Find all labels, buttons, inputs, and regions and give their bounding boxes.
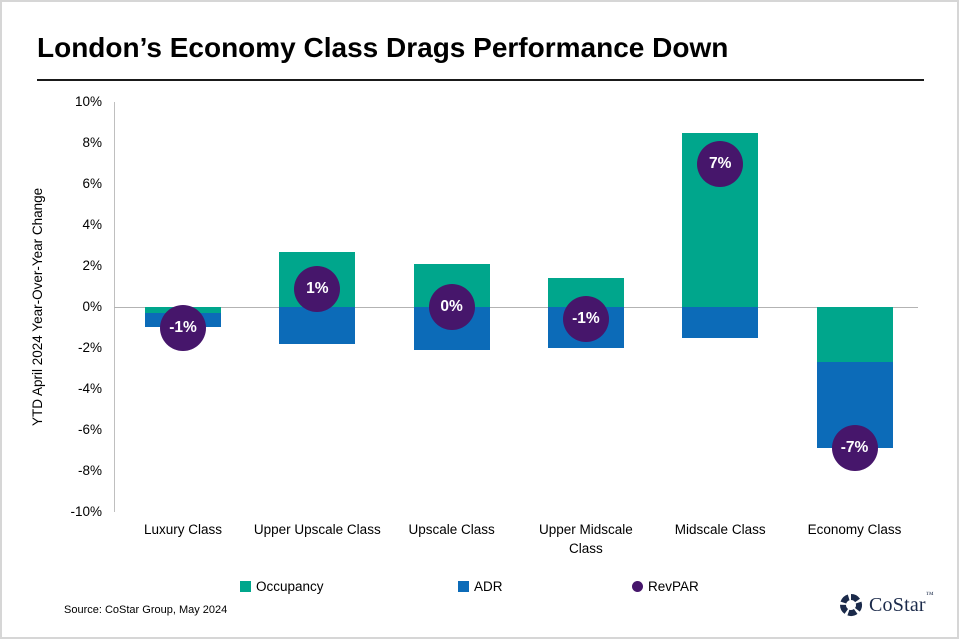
legend-label: Occupancy <box>256 579 324 594</box>
x-category-label-midscale-class: Midscale Class <box>674 522 766 537</box>
page-title: London’s Economy Class Drags Performance… <box>37 32 729 63</box>
brand-logo: CoStar™ <box>838 589 934 618</box>
x-category-label-upper-upscale-class: Upper Upscale Class <box>253 522 381 537</box>
legend-item-adr: ADR <box>458 579 503 594</box>
revpar-marker-upper-upscale-class: 1% <box>294 265 341 312</box>
y-tick-label: -6% <box>77 422 102 437</box>
trademark-symbol: ™ <box>925 589 934 599</box>
legend-swatch-occupancy <box>240 581 251 592</box>
y-tick-label: -4% <box>77 381 102 396</box>
title-underline <box>37 79 924 81</box>
legend-label: RevPAR <box>648 579 699 594</box>
legend-swatch-revpar <box>632 581 643 592</box>
y-tick-label: -2% <box>77 340 102 355</box>
y-tick-label: -8% <box>77 463 102 478</box>
pinwheel-icon <box>838 593 864 618</box>
y-tick-label: 2% <box>82 258 102 273</box>
bar-adr-upper-upscale-class <box>279 307 356 344</box>
revpar-marker-economy-class: -7% <box>831 425 878 472</box>
x-category-label-upper-midscale-class: Upper Midscale Class <box>538 522 633 556</box>
source-note: Source: CoStar Group, May 2024 <box>64 604 228 616</box>
revpar-marker-upscale-class: 0% <box>428 284 475 330</box>
revpar-marker-upper-midscale-class: -1% <box>562 296 609 343</box>
y-tick-label: 4% <box>82 217 102 232</box>
legend-label: ADR <box>474 579 503 594</box>
x-category-label-upscale-class: Upscale Class <box>408 522 495 537</box>
y-tick-label: -10% <box>70 504 102 519</box>
y-tick-label: 10% <box>74 94 102 109</box>
legend-item-revpar: RevPAR <box>632 579 699 594</box>
brand-name: CoStar™ <box>869 589 934 616</box>
x-category-label-economy-class: Economy Class <box>807 522 902 537</box>
zero-gridline <box>114 306 918 308</box>
legend-swatch-adr <box>458 581 469 592</box>
revpar-marker-luxury-class: -1% <box>160 304 206 351</box>
y-tick-label: 0% <box>82 299 102 314</box>
y-tick-label: 6% <box>82 176 102 191</box>
bar-occupancy-economy-class <box>816 307 893 363</box>
legend-item-occupancy: Occupancy <box>240 579 324 594</box>
x-category-label-luxury-class: Luxury Class <box>143 522 223 537</box>
y-tick-label: 8% <box>82 135 102 150</box>
revpar-marker-midscale-class: 7% <box>697 140 744 187</box>
bar-adr-midscale-class <box>682 307 759 338</box>
